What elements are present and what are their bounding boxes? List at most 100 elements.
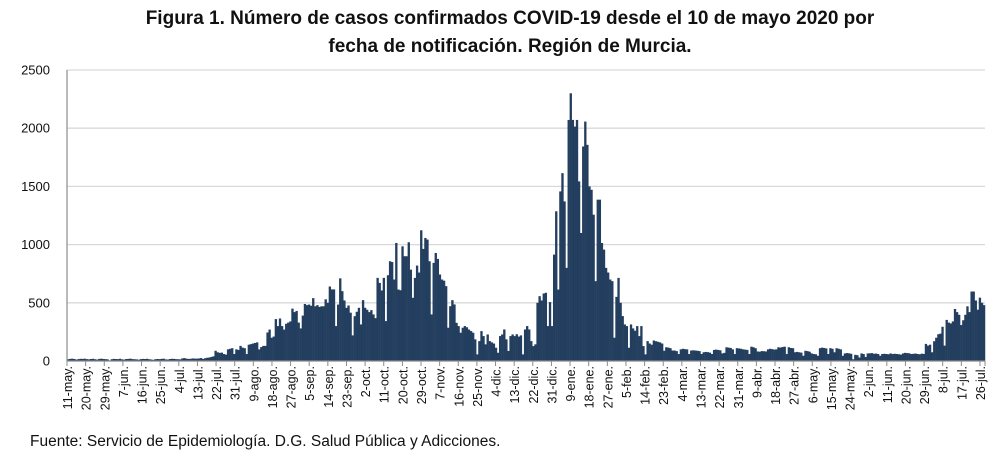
bar [604,267,608,361]
bar [492,343,496,361]
bar [241,347,244,361]
bar [166,359,170,361]
bar [177,359,180,361]
bar [69,358,72,361]
bar [874,353,878,361]
bar [280,326,284,361]
bar [881,354,884,361]
bar [75,359,78,361]
bar [704,351,707,361]
x-tick-label: 22-jul. [210,366,224,400]
y-tick-label: 2000 [21,121,50,136]
bar [488,341,491,361]
bar [847,353,851,361]
bars [67,93,986,361]
bar [806,351,809,361]
bar [395,242,398,361]
bar [789,347,793,361]
bar [133,359,136,361]
bar [895,354,899,361]
bar [334,326,338,361]
bar [156,359,159,361]
bar [582,146,585,361]
bar [349,312,352,361]
bar [170,358,174,361]
bar [852,359,855,361]
bar [422,248,425,361]
bar [366,309,369,361]
x-tick-label: 11-may. [61,366,75,409]
bar [887,354,890,361]
bar [407,242,410,361]
bar [299,328,302,361]
bar [110,359,113,361]
bar [145,358,149,361]
bar [868,353,872,361]
bar [777,347,780,361]
bar [307,304,311,361]
bar [318,306,321,361]
bar [710,354,714,361]
bar [906,353,909,361]
x-tick-label: 24-may. [844,366,858,410]
bar [328,286,332,361]
bar [202,358,205,361]
bar [247,344,251,361]
bar [521,354,525,361]
bar [891,354,894,361]
bar [812,354,815,361]
bar [310,305,313,361]
bar [928,344,932,361]
bar [621,316,624,361]
bar [634,330,637,361]
bar [831,348,834,361]
bar [77,359,80,361]
bar [648,343,651,361]
bar [339,278,342,361]
bar [127,358,130,361]
x-tick-label: 31-dic. [545,366,559,404]
bar [725,347,728,361]
bar [185,358,188,361]
x-tick-label: 8-jul. [937,366,951,393]
bar [503,329,506,361]
bar [982,305,986,361]
bar [540,300,543,361]
bar [79,358,82,361]
bar [285,323,288,361]
bar [667,347,670,361]
bar [490,342,494,361]
x-tick-label: 14-feb. [639,366,653,405]
bar [231,348,234,361]
bar [908,353,911,361]
bar [758,351,761,361]
bar [567,119,570,361]
bar [89,359,93,361]
bar [206,357,209,361]
bar [98,358,101,361]
bar [550,326,554,361]
bar [916,354,919,361]
bar [656,341,660,361]
bar [199,358,203,361]
bar [958,314,961,361]
bar [845,353,849,361]
bar [970,291,973,361]
x-tick-label: 18-abr. [769,366,783,405]
bar [96,359,99,361]
bar [403,256,406,361]
bar [644,354,647,361]
bar [962,320,965,361]
bar [706,352,710,361]
x-tick-label: 27-ene. [601,366,615,408]
bar [378,282,381,361]
bar [800,352,803,361]
bar [885,354,888,361]
bar [391,262,394,361]
bar [933,341,936,361]
bar [243,348,246,361]
bar [960,325,963,361]
bar [974,300,977,361]
bar [617,277,620,361]
bar [424,237,427,361]
